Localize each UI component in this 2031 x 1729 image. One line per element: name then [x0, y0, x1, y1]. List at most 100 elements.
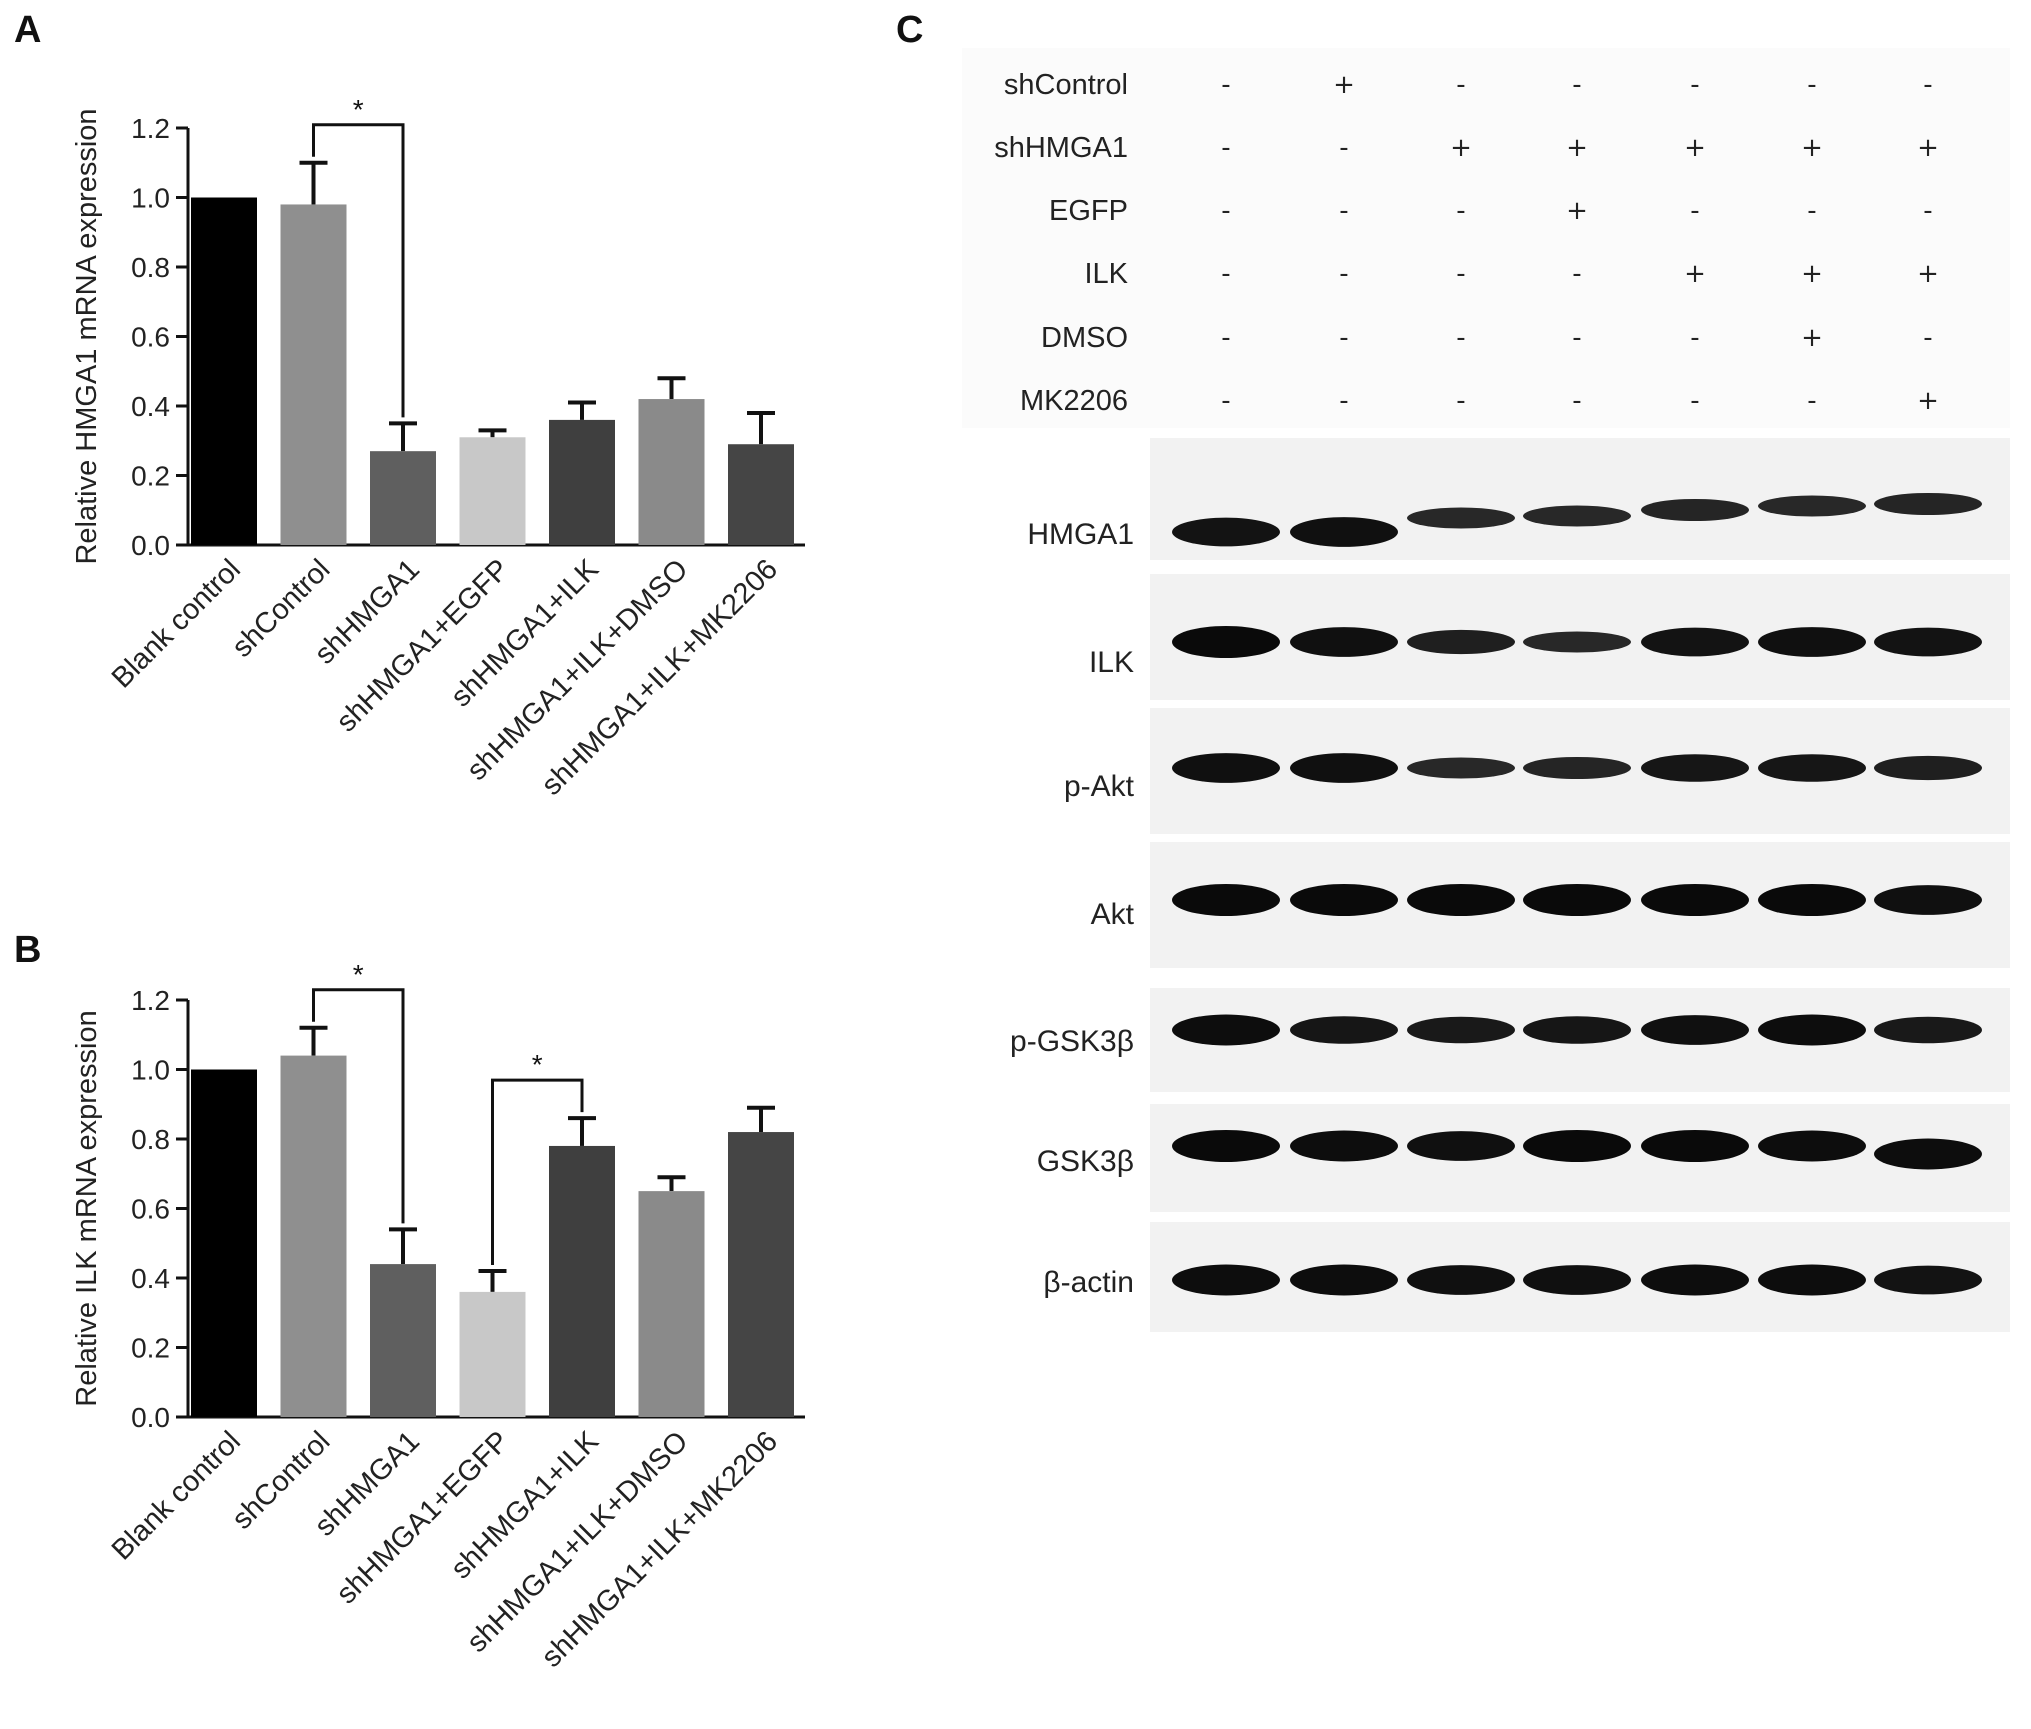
- blot-band: [1641, 1264, 1749, 1296]
- y-tick-label: 0.0: [131, 1402, 170, 1433]
- blot-band: [1641, 627, 1749, 657]
- y-tick-label: 0.8: [131, 252, 170, 283]
- blot-band: [1290, 517, 1398, 547]
- condition-sign: -: [1923, 196, 1932, 226]
- blot-band: [1407, 507, 1515, 529]
- condition-sign: -: [1690, 196, 1699, 226]
- blot-band: [1641, 884, 1749, 916]
- condition-label: MK2206: [1020, 385, 1128, 417]
- category-label: Blank control: [106, 1425, 247, 1566]
- condition-sign: -: [1221, 323, 1230, 353]
- condition-sign: -: [1923, 70, 1932, 100]
- bar: [370, 451, 436, 545]
- blot-band: [1290, 1016, 1398, 1044]
- condition-sign: -: [1807, 386, 1816, 416]
- blot-band: [1641, 498, 1749, 522]
- bar-chart-b: 0.0 0.2 0.4 0.6 0.8 1.0 1.2 Relative ILK mRNA e…: [71, 959, 805, 1674]
- condition-sign: -: [1572, 323, 1581, 353]
- blot-band: [1290, 753, 1398, 783]
- condition-sign: -: [1690, 323, 1699, 353]
- y-tick-label: 0.2: [131, 1333, 170, 1364]
- panel-label-a: A: [14, 9, 41, 51]
- y-tick-label: 0.2: [131, 461, 170, 492]
- condition-sign: +: [1801, 323, 1823, 353]
- protein-label: p-Akt: [1064, 770, 1135, 803]
- condition-sign: -: [1456, 196, 1465, 226]
- significance-star: *: [532, 1049, 543, 1080]
- condition-sign: -: [1456, 323, 1465, 353]
- condition-sign: -: [1690, 386, 1699, 416]
- blot-band: [1172, 1264, 1280, 1296]
- condition-sign: +: [1566, 133, 1588, 163]
- bar: [280, 1055, 347, 1417]
- blot-band: [1874, 627, 1982, 657]
- blot-band: [1758, 754, 1866, 782]
- y-tick-label: 1.2: [131, 985, 170, 1016]
- blot-band: [1290, 627, 1398, 657]
- blot-band: [1290, 1130, 1398, 1162]
- blot-band: [1523, 1265, 1631, 1295]
- condition-sign: -: [1456, 70, 1465, 100]
- significance-star: *: [353, 959, 364, 990]
- blot-band: [1172, 1014, 1280, 1046]
- protein-label: Akt: [1091, 898, 1135, 931]
- blot-band: [1874, 1016, 1982, 1044]
- condition-sign: -: [1339, 386, 1348, 416]
- blot-band: [1172, 884, 1280, 916]
- blot-band: [1407, 884, 1515, 916]
- category-label: shHMGA1+EGFP: [330, 1425, 515, 1610]
- blot-band: [1172, 517, 1280, 547]
- condition-sign: -: [1339, 133, 1348, 163]
- condition-sign: -: [1339, 323, 1348, 353]
- blot-band: [1523, 631, 1631, 653]
- condition-sign: +: [1917, 386, 1939, 416]
- blot-band: [1523, 756, 1631, 780]
- blot-band: [1407, 757, 1515, 779]
- blot-strip: [1150, 438, 2010, 560]
- blot-band: [1172, 1130, 1280, 1162]
- blot-band: [1758, 884, 1866, 916]
- blot-band: [1407, 1131, 1515, 1161]
- condition-sign: -: [1221, 196, 1230, 226]
- condition-sign: -: [1339, 196, 1348, 226]
- blot-band: [1874, 492, 1982, 516]
- panel-label-b: B: [14, 929, 41, 971]
- protein-label: p-GSK3β: [1010, 1025, 1134, 1058]
- protein-label: HMGA1: [1027, 518, 1134, 551]
- blot-band: [1641, 1130, 1749, 1162]
- condition-sign: -: [1221, 70, 1230, 100]
- bar: [191, 197, 257, 545]
- bar: [459, 1291, 526, 1417]
- condition-sign: +: [1801, 259, 1823, 289]
- blot-band: [1758, 1014, 1866, 1046]
- condition-sign: +: [1917, 259, 1939, 289]
- category-label: Blank control: [106, 553, 247, 694]
- bar: [728, 444, 794, 545]
- category-label: shHMGA1+EGFP: [330, 553, 515, 738]
- condition-sign: -: [1690, 70, 1699, 100]
- blot-band: [1874, 885, 1982, 915]
- condition-sign: -: [1221, 386, 1230, 416]
- blot-band: [1290, 1264, 1398, 1296]
- y-tick-label: 1.0: [131, 1055, 170, 1086]
- y-tick-label: 0.6: [131, 322, 170, 353]
- blot-band: [1523, 1016, 1631, 1044]
- condition-sign: -: [1221, 133, 1230, 163]
- y-tick-label: 0.8: [131, 1124, 170, 1155]
- condition-sign: -: [1221, 259, 1230, 289]
- condition-label: shHMGA1: [994, 132, 1128, 164]
- blot-band: [1290, 884, 1398, 916]
- condition-label: DMSO: [1041, 322, 1128, 354]
- condition-sign: -: [1923, 323, 1932, 353]
- y-tick-label: 0.0: [131, 530, 170, 561]
- blot-band: [1641, 754, 1749, 782]
- condition-sign: -: [1807, 196, 1816, 226]
- significance-star: *: [353, 94, 364, 125]
- y-axis-title: Relative HMGA1 mRNA expression: [71, 108, 103, 564]
- blot-band: [1407, 1265, 1515, 1295]
- condition-sign: +: [1801, 133, 1823, 163]
- condition-sign: -: [1456, 259, 1465, 289]
- condition-sign: +: [1917, 133, 1939, 163]
- significance-bracket: [312, 988, 405, 1224]
- condition-sign: -: [1572, 70, 1581, 100]
